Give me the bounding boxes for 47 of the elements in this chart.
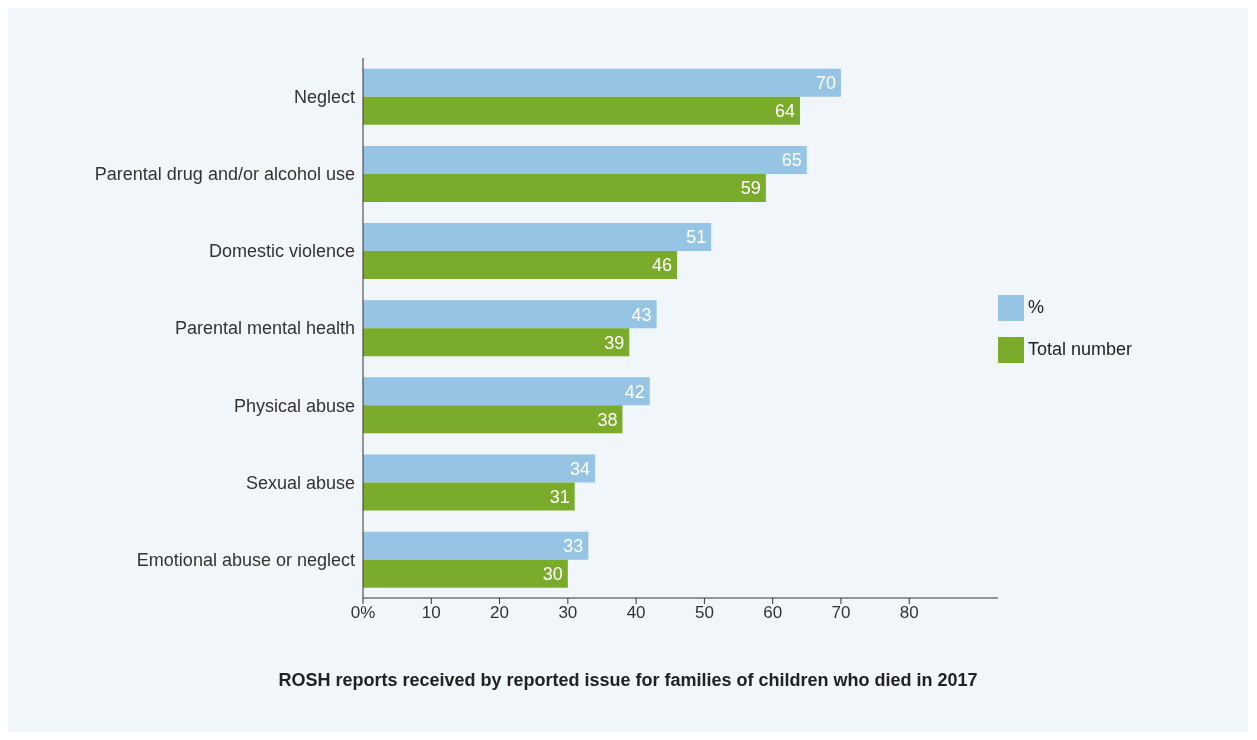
data-label: 42 (624, 381, 645, 402)
data-label: 46 (652, 255, 673, 276)
x-tick-label: 0% (350, 603, 376, 623)
text: ROSH reports received by reported issue for families of children who died in 2017 (277, 670, 979, 691)
bar (363, 559, 568, 588)
bar (363, 405, 623, 434)
data-label: 51 (686, 227, 707, 248)
bar (363, 96, 800, 125)
x-tick-label: 10 (421, 603, 441, 623)
y-tick-label: Physical abuse (233, 395, 355, 416)
y-tick-label: Neglect (293, 86, 355, 107)
legend-label: Total number (1028, 339, 1133, 359)
data-label: 33 (563, 536, 584, 557)
y-tick-label: Parental mental health (174, 318, 355, 339)
bar (363, 482, 575, 511)
bar (363, 145, 807, 174)
data-label: 30 (542, 564, 563, 585)
data-label: 70 (815, 73, 836, 94)
data-label: 38 (597, 409, 618, 430)
x-tick-label: 40 (626, 603, 646, 623)
x-tick-label: 70 (831, 603, 851, 623)
bar (363, 173, 766, 202)
y-tick-label: Parental drug and/or alcohol use (94, 164, 355, 185)
x-tick-label: 80 (899, 603, 919, 623)
data-label: 65 (781, 150, 802, 171)
data-label: 39 (604, 332, 625, 353)
data-label: 64 (774, 101, 795, 122)
bar (363, 454, 596, 483)
data-label: 34 (570, 458, 591, 479)
legend-label: % (1028, 297, 1045, 317)
y-tick-label: Emotional abuse or neglect (136, 549, 355, 570)
data-label: 43 (631, 304, 652, 325)
y-tick-label: Sexual abuse (245, 472, 355, 493)
bar (363, 68, 841, 97)
data-label: 31 (549, 486, 570, 507)
bar (363, 223, 712, 252)
x-tick-label: 30 (558, 603, 578, 623)
data-label: 59 (740, 178, 761, 199)
bar (363, 377, 650, 406)
x-tick-label: 50 (694, 603, 714, 623)
bar (363, 531, 589, 560)
bar (363, 251, 678, 280)
x-tick-label: 20 (490, 603, 510, 623)
bar (363, 300, 657, 329)
x-tick-label: 60 (763, 603, 783, 623)
y-tick-label: Domestic violence (208, 241, 355, 262)
bar (363, 328, 630, 357)
